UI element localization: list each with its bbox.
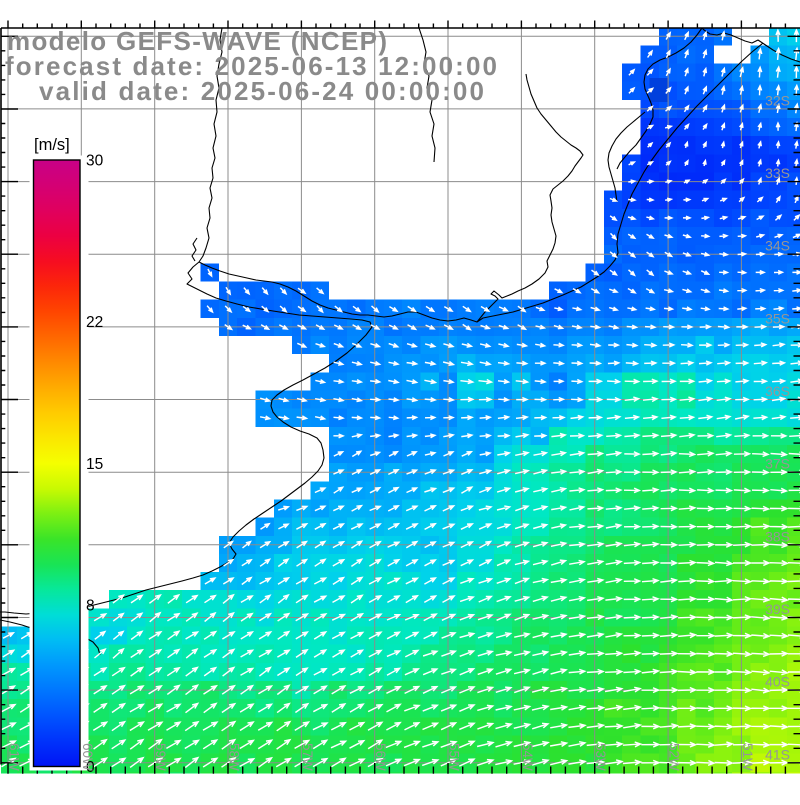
svg-text:55W: 55W [447, 743, 462, 771]
svg-text:53W: 53W [593, 743, 608, 771]
svg-text:33S: 33S [765, 165, 790, 181]
svg-text:59W: 59W [153, 743, 168, 771]
svg-text:modelo GEFS-WAVE (NCEP): modelo GEFS-WAVE (NCEP) [7, 26, 387, 56]
svg-text:forecast date: 2025-06-13 12:0: forecast date: 2025-06-13 12:00:00 [5, 51, 497, 81]
svg-text:61W: 61W [7, 743, 22, 771]
svg-text:[m/s]: [m/s] [34, 136, 70, 154]
svg-text:30: 30 [86, 153, 104, 170]
svg-text:54W: 54W [520, 743, 535, 771]
svg-text:60W: 60W [80, 743, 95, 771]
svg-text:15: 15 [86, 456, 103, 473]
svg-text:52W: 52W [667, 743, 682, 771]
svg-text:41S: 41S [765, 746, 790, 762]
svg-text:51W: 51W [740, 743, 755, 771]
svg-text:32S: 32S [765, 92, 790, 108]
svg-text:40S: 40S [765, 674, 790, 690]
svg-text:22: 22 [86, 314, 103, 331]
svg-text:37S: 37S [765, 456, 790, 472]
svg-text:38S: 38S [765, 528, 790, 544]
svg-text:35S: 35S [765, 310, 790, 326]
svg-text:valid date: 2025-06-24 00:00:0: valid date: 2025-06-24 00:00:00 [39, 76, 484, 106]
svg-text:56W: 56W [373, 743, 388, 771]
svg-text:57W: 57W [300, 743, 315, 771]
svg-text:0: 0 [86, 759, 95, 776]
svg-text:58W: 58W [227, 743, 242, 771]
svg-text:39S: 39S [765, 601, 790, 617]
svg-text:8: 8 [86, 597, 95, 614]
svg-text:36S: 36S [765, 383, 790, 399]
svg-text:34S: 34S [765, 238, 790, 254]
